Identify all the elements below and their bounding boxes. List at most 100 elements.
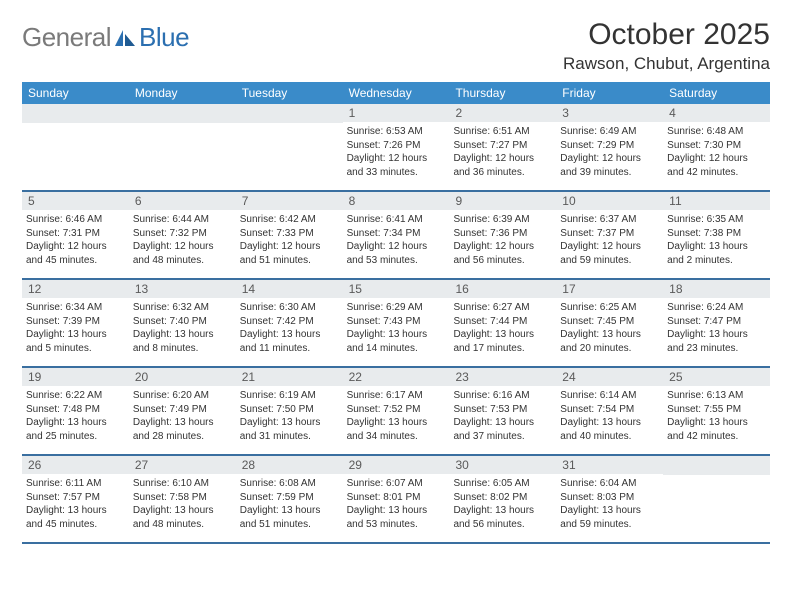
day-number: 5: [22, 192, 129, 210]
day-cell: 17Sunrise: 6:25 AMSunset: 7:45 PMDayligh…: [556, 280, 663, 366]
week-row: 19Sunrise: 6:22 AMSunset: 7:48 PMDayligh…: [22, 368, 770, 456]
day-info: Sunrise: 6:25 AMSunset: 7:45 PMDaylight:…: [556, 298, 663, 359]
location: Rawson, Chubut, Argentina: [563, 54, 770, 74]
day-cell: 15Sunrise: 6:29 AMSunset: 7:43 PMDayligh…: [343, 280, 450, 366]
weekday-header: Wednesday: [343, 82, 450, 104]
brand-sail-icon: [113, 28, 137, 48]
day-info: Sunrise: 6:27 AMSunset: 7:44 PMDaylight:…: [449, 298, 556, 359]
day-info: Sunrise: 6:22 AMSunset: 7:48 PMDaylight:…: [22, 386, 129, 447]
day-number: 26: [22, 456, 129, 474]
day-number: 23: [449, 368, 556, 386]
day-cell: 8Sunrise: 6:41 AMSunset: 7:34 PMDaylight…: [343, 192, 450, 278]
day-cell: 20Sunrise: 6:20 AMSunset: 7:49 PMDayligh…: [129, 368, 236, 454]
day-number: 9: [449, 192, 556, 210]
day-info: Sunrise: 6:48 AMSunset: 7:30 PMDaylight:…: [663, 122, 770, 183]
brand-name-2: Blue: [139, 22, 189, 53]
day-cell: 27Sunrise: 6:10 AMSunset: 7:58 PMDayligh…: [129, 456, 236, 542]
day-number: 14: [236, 280, 343, 298]
day-cell: 2Sunrise: 6:51 AMSunset: 7:27 PMDaylight…: [449, 104, 556, 190]
day-number: 27: [129, 456, 236, 474]
week-row: 12Sunrise: 6:34 AMSunset: 7:39 PMDayligh…: [22, 280, 770, 368]
month-title: October 2025: [563, 18, 770, 52]
day-cell: 21Sunrise: 6:19 AMSunset: 7:50 PMDayligh…: [236, 368, 343, 454]
day-info: Sunrise: 6:51 AMSunset: 7:27 PMDaylight:…: [449, 122, 556, 183]
day-info: Sunrise: 6:24 AMSunset: 7:47 PMDaylight:…: [663, 298, 770, 359]
day-number: 20: [129, 368, 236, 386]
day-cell: 24Sunrise: 6:14 AMSunset: 7:54 PMDayligh…: [556, 368, 663, 454]
day-cell: [663, 456, 770, 542]
day-cell: 18Sunrise: 6:24 AMSunset: 7:47 PMDayligh…: [663, 280, 770, 366]
day-cell: 3Sunrise: 6:49 AMSunset: 7:29 PMDaylight…: [556, 104, 663, 190]
weekday-header: Friday: [556, 82, 663, 104]
day-number: 2: [449, 104, 556, 122]
day-cell: 19Sunrise: 6:22 AMSunset: 7:48 PMDayligh…: [22, 368, 129, 454]
day-cell: [22, 104, 129, 190]
day-number: 29: [343, 456, 450, 474]
day-info: Sunrise: 6:10 AMSunset: 7:58 PMDaylight:…: [129, 474, 236, 535]
day-info: Sunrise: 6:30 AMSunset: 7:42 PMDaylight:…: [236, 298, 343, 359]
weekday-header: Monday: [129, 82, 236, 104]
day-info: Sunrise: 6:08 AMSunset: 7:59 PMDaylight:…: [236, 474, 343, 535]
empty-day-header: [663, 456, 770, 475]
day-cell: 16Sunrise: 6:27 AMSunset: 7:44 PMDayligh…: [449, 280, 556, 366]
day-cell: 30Sunrise: 6:05 AMSunset: 8:02 PMDayligh…: [449, 456, 556, 542]
day-cell: 28Sunrise: 6:08 AMSunset: 7:59 PMDayligh…: [236, 456, 343, 542]
day-info: Sunrise: 6:13 AMSunset: 7:55 PMDaylight:…: [663, 386, 770, 447]
week-row: 1Sunrise: 6:53 AMSunset: 7:26 PMDaylight…: [22, 104, 770, 192]
day-number: 11: [663, 192, 770, 210]
day-info: Sunrise: 6:04 AMSunset: 8:03 PMDaylight:…: [556, 474, 663, 535]
day-cell: [129, 104, 236, 190]
day-number: 12: [22, 280, 129, 298]
day-info: Sunrise: 6:07 AMSunset: 8:01 PMDaylight:…: [343, 474, 450, 535]
day-info: Sunrise: 6:46 AMSunset: 7:31 PMDaylight:…: [22, 210, 129, 271]
day-cell: 7Sunrise: 6:42 AMSunset: 7:33 PMDaylight…: [236, 192, 343, 278]
day-cell: 23Sunrise: 6:16 AMSunset: 7:53 PMDayligh…: [449, 368, 556, 454]
day-number: 28: [236, 456, 343, 474]
day-info: Sunrise: 6:44 AMSunset: 7:32 PMDaylight:…: [129, 210, 236, 271]
day-number: 4: [663, 104, 770, 122]
day-info: Sunrise: 6:05 AMSunset: 8:02 PMDaylight:…: [449, 474, 556, 535]
day-info: Sunrise: 6:34 AMSunset: 7:39 PMDaylight:…: [22, 298, 129, 359]
day-number: 21: [236, 368, 343, 386]
empty-day-header: [22, 104, 129, 123]
day-number: 8: [343, 192, 450, 210]
calendar: SundayMondayTuesdayWednesdayThursdayFrid…: [22, 82, 770, 544]
empty-day-header: [129, 104, 236, 123]
day-info: Sunrise: 6:35 AMSunset: 7:38 PMDaylight:…: [663, 210, 770, 271]
day-info: Sunrise: 6:29 AMSunset: 7:43 PMDaylight:…: [343, 298, 450, 359]
week-row: 26Sunrise: 6:11 AMSunset: 7:57 PMDayligh…: [22, 456, 770, 544]
day-number: 1: [343, 104, 450, 122]
day-cell: 4Sunrise: 6:48 AMSunset: 7:30 PMDaylight…: [663, 104, 770, 190]
day-number: 19: [22, 368, 129, 386]
day-number: 3: [556, 104, 663, 122]
day-cell: [236, 104, 343, 190]
week-row: 5Sunrise: 6:46 AMSunset: 7:31 PMDaylight…: [22, 192, 770, 280]
day-number: 6: [129, 192, 236, 210]
day-cell: 1Sunrise: 6:53 AMSunset: 7:26 PMDaylight…: [343, 104, 450, 190]
weekday-header: Saturday: [663, 82, 770, 104]
day-info: Sunrise: 6:53 AMSunset: 7:26 PMDaylight:…: [343, 122, 450, 183]
day-number: 24: [556, 368, 663, 386]
day-info: Sunrise: 6:37 AMSunset: 7:37 PMDaylight:…: [556, 210, 663, 271]
day-number: 13: [129, 280, 236, 298]
day-cell: 12Sunrise: 6:34 AMSunset: 7:39 PMDayligh…: [22, 280, 129, 366]
day-number: 30: [449, 456, 556, 474]
day-cell: 14Sunrise: 6:30 AMSunset: 7:42 PMDayligh…: [236, 280, 343, 366]
empty-day-header: [236, 104, 343, 123]
day-info: Sunrise: 6:17 AMSunset: 7:52 PMDaylight:…: [343, 386, 450, 447]
brand-name-1: General: [22, 22, 111, 53]
weekday-header-row: SundayMondayTuesdayWednesdayThursdayFrid…: [22, 82, 770, 104]
header: General Blue October 2025 Rawson, Chubut…: [22, 18, 770, 74]
day-number: 18: [663, 280, 770, 298]
day-cell: 6Sunrise: 6:44 AMSunset: 7:32 PMDaylight…: [129, 192, 236, 278]
day-info: Sunrise: 6:16 AMSunset: 7:53 PMDaylight:…: [449, 386, 556, 447]
day-cell: 5Sunrise: 6:46 AMSunset: 7:31 PMDaylight…: [22, 192, 129, 278]
day-info: Sunrise: 6:41 AMSunset: 7:34 PMDaylight:…: [343, 210, 450, 271]
day-number: 25: [663, 368, 770, 386]
day-number: 15: [343, 280, 450, 298]
day-cell: 29Sunrise: 6:07 AMSunset: 8:01 PMDayligh…: [343, 456, 450, 542]
day-cell: 25Sunrise: 6:13 AMSunset: 7:55 PMDayligh…: [663, 368, 770, 454]
day-cell: 11Sunrise: 6:35 AMSunset: 7:38 PMDayligh…: [663, 192, 770, 278]
day-cell: 13Sunrise: 6:32 AMSunset: 7:40 PMDayligh…: [129, 280, 236, 366]
day-info: Sunrise: 6:14 AMSunset: 7:54 PMDaylight:…: [556, 386, 663, 447]
